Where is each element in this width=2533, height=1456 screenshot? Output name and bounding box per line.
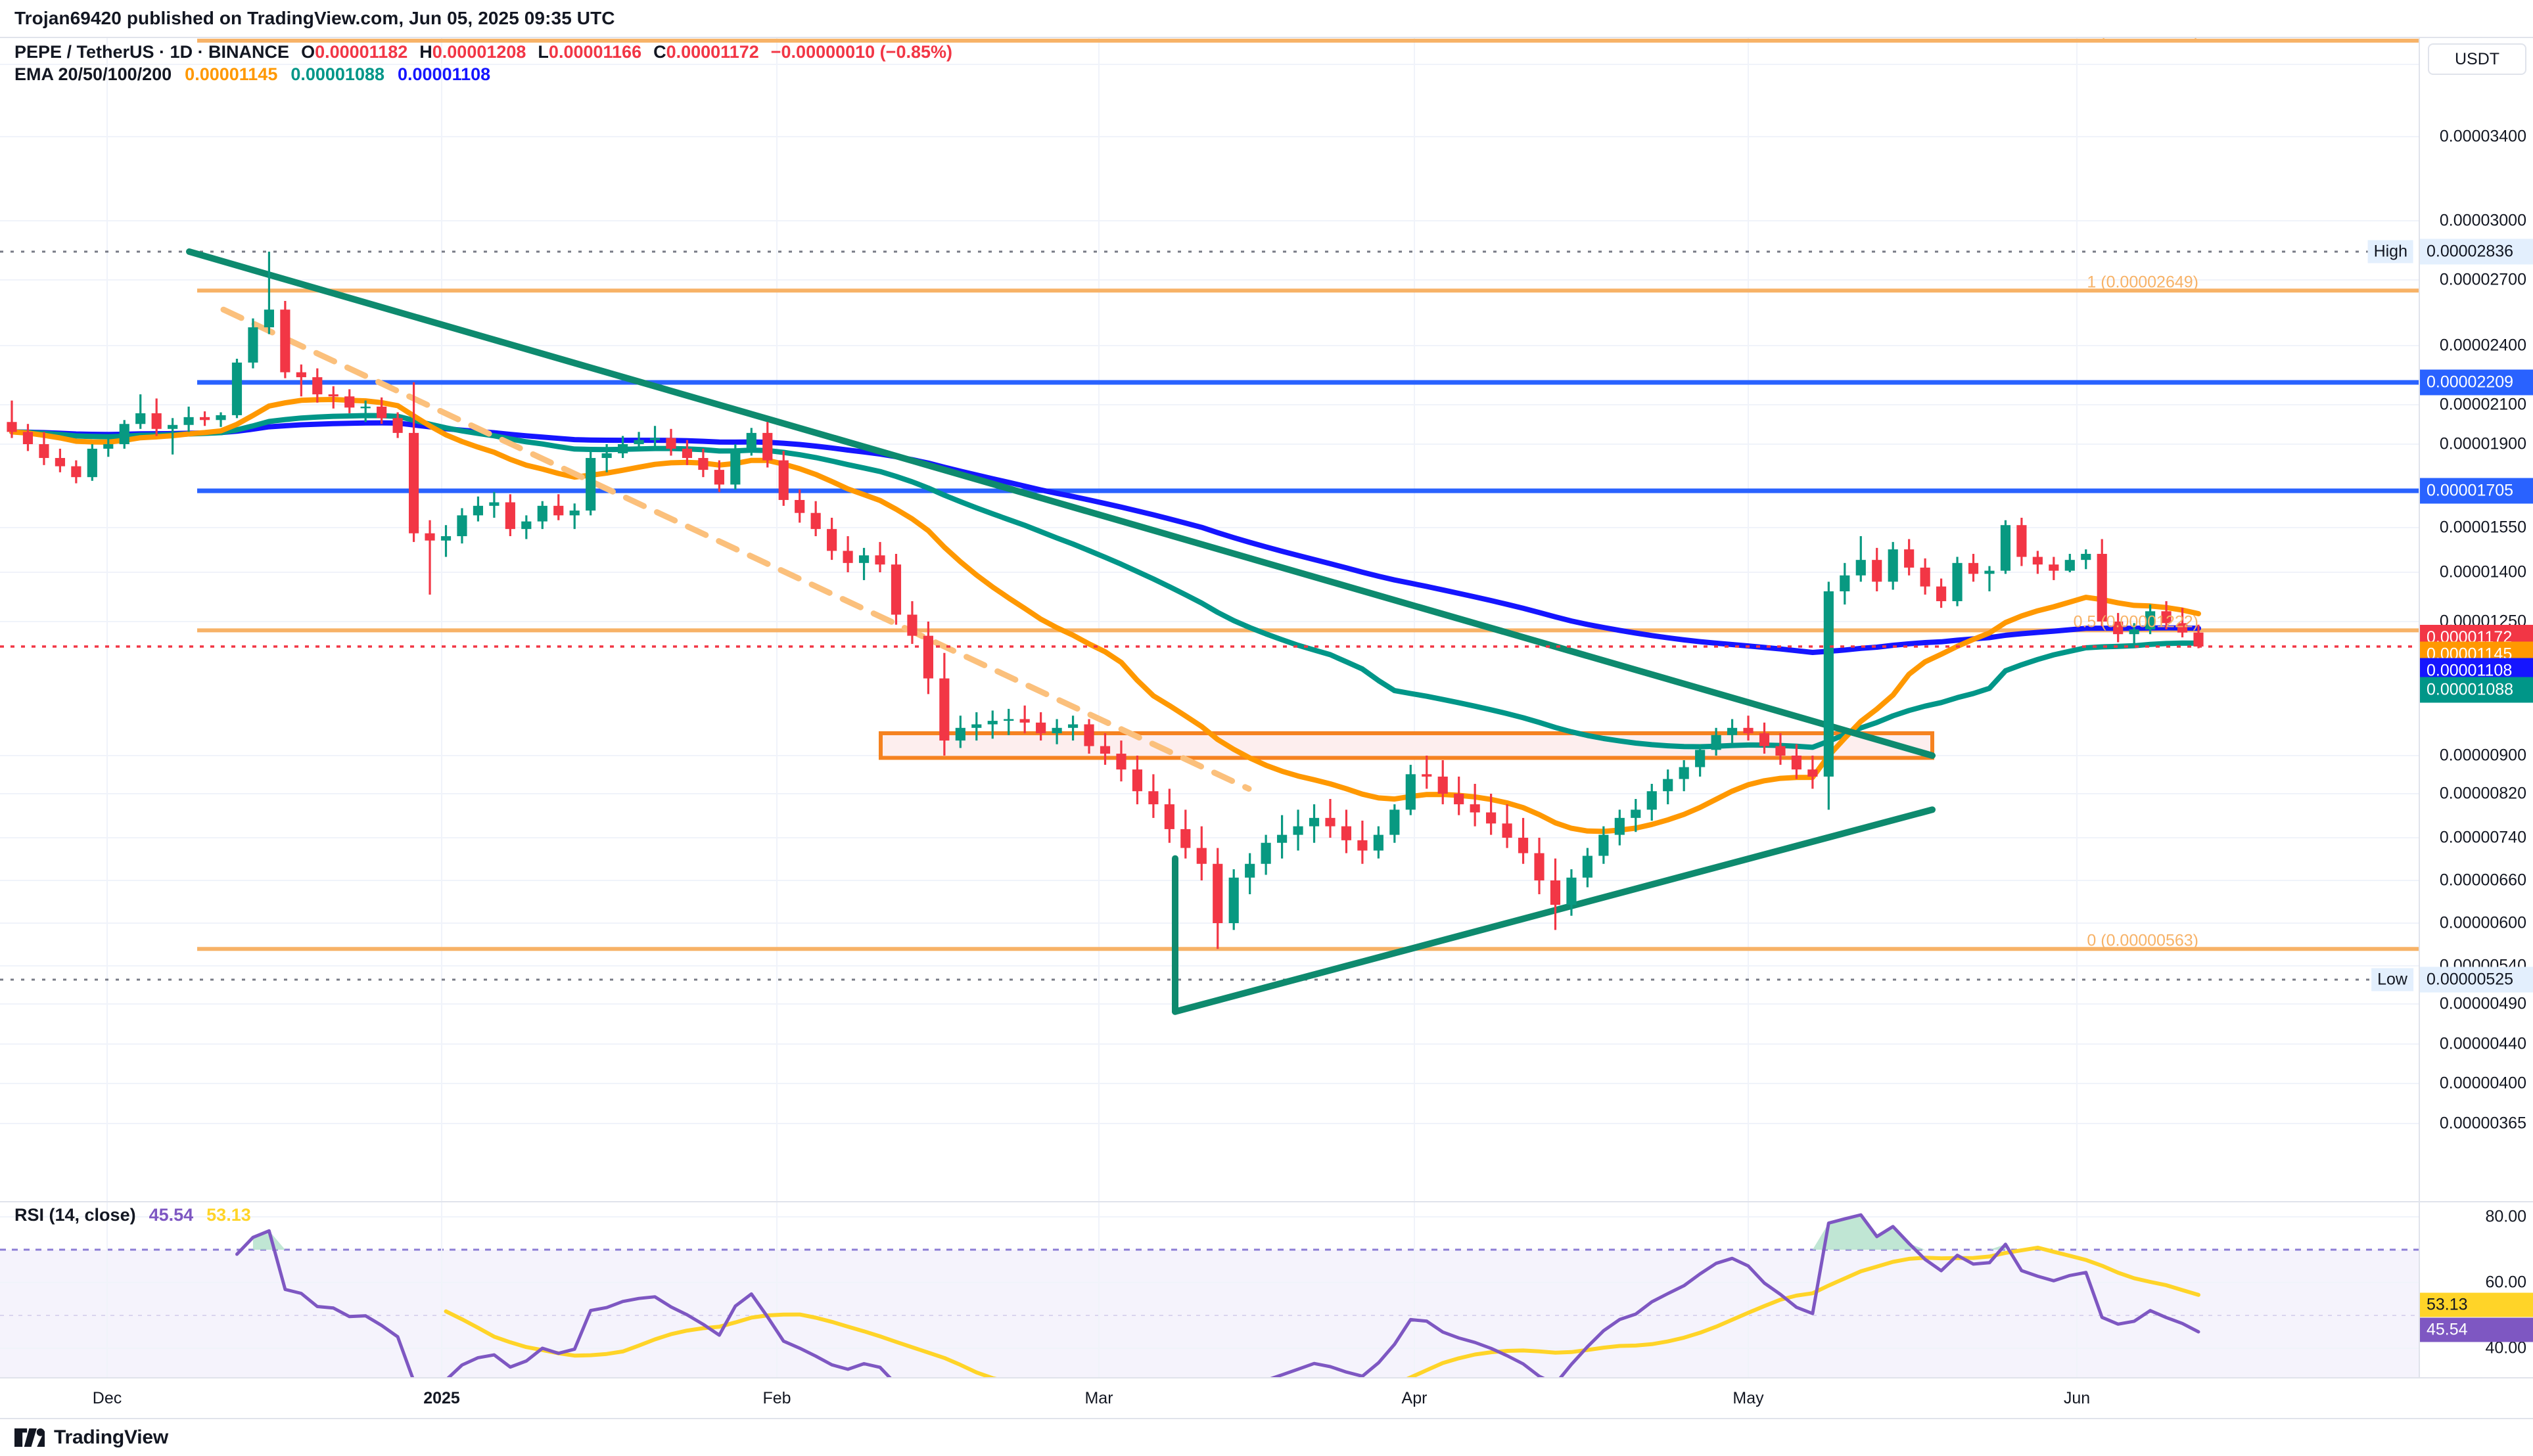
- rsi-scale[interactable]: 80.00 60.00 40.00 53.13 45.54: [2419, 1201, 2533, 1377]
- rsi-value: 45.54: [149, 1205, 194, 1225]
- price-tick: 0.00000740: [2439, 828, 2526, 847]
- fib-level-label: 1 (0.00002649): [2087, 273, 2198, 292]
- price-tick: 0.00000440: [2439, 1034, 2526, 1053]
- fib-level-label: 0.5 (0.00001222): [2073, 612, 2198, 631]
- price-tick: 0.00001400: [2439, 562, 2526, 581]
- symbol-ohlc-row: PEPE / TetherUS · 1D · BINANCE O0.000011…: [14, 42, 952, 64]
- resistance-price-label-1[interactable]: 0.00002209: [2420, 369, 2533, 396]
- rsi-ma-value: 53.13: [206, 1205, 251, 1225]
- low-price-label[interactable]: 0.00000525: [2420, 967, 2533, 993]
- high-marker-label: High: [2367, 240, 2413, 263]
- price-tick: 0.00002100: [2439, 395, 2526, 414]
- rsi-ma-price-label[interactable]: 53.13: [2420, 1292, 2533, 1317]
- ema-indicator-name[interactable]: EMA 20/50/100/200: [14, 64, 172, 84]
- time-scale[interactable]: Dec 2025 Feb Mar Apr May Jun: [0, 1377, 2533, 1418]
- price-tick: 0.00001550: [2439, 518, 2526, 537]
- attribution-bar: Trojan69420 published on TradingView.com…: [0, 0, 2533, 37]
- time-tick: Feb: [762, 1389, 791, 1407]
- tradingview-mark-icon: [14, 1428, 45, 1447]
- fib-level-label: 1.272 (0.00004036): [2055, 38, 2198, 42]
- price-tick: 0.00002400: [2439, 336, 2526, 355]
- ema20-value: 0.00001145: [185, 64, 278, 84]
- rsi-tick: 80.00: [2485, 1207, 2526, 1226]
- candlestick-chart: [0, 38, 2419, 1201]
- attribution-text: Trojan69420 published on TradingView.com…: [14, 8, 615, 28]
- ema50-value: 0.00001088: [290, 64, 384, 84]
- time-tick: Jun: [2063, 1389, 2091, 1407]
- price-tick: 0.00000600: [2439, 913, 2526, 932]
- price-tick: 0.00000365: [2439, 1114, 2526, 1133]
- low-marker-label: Low: [2371, 968, 2413, 991]
- rsi-value-price-label[interactable]: 45.54: [2420, 1317, 2533, 1342]
- resistance-price-label-2[interactable]: 0.00001705: [2420, 478, 2533, 504]
- high-price-label[interactable]: 0.00002836: [2420, 239, 2533, 265]
- ema-row: EMA 20/50/100/200 0.00001145 0.00001088 …: [14, 64, 952, 87]
- tradingview-logo[interactable]: TradingView: [14, 1426, 168, 1449]
- price-tick: 0.00000400: [2439, 1074, 2526, 1093]
- rsi-tick: 60.00: [2485, 1273, 2526, 1292]
- symbol-title[interactable]: PEPE / TetherUS · 1D · BINANCE: [14, 42, 290, 62]
- tradingview-wordmark: TradingView: [54, 1426, 168, 1448]
- price-tick: 0.00001900: [2439, 434, 2526, 453]
- chart-legend: PEPE / TetherUS · 1D · BINANCE O0.000011…: [14, 42, 952, 87]
- rsi-pane[interactable]: RSI (14, close) 45.54 53.13: [0, 1201, 2419, 1377]
- fib-level-label: 0 (0.00000563): [2087, 931, 2198, 950]
- time-tick: Apr: [1401, 1389, 1428, 1407]
- ema100-value: 0.00001108: [398, 64, 491, 84]
- low-value: L0.00001166: [538, 42, 642, 62]
- close-value: C0.00001172: [653, 42, 759, 62]
- rsi-legend: RSI (14, close) 45.54 53.13: [14, 1205, 251, 1225]
- change-value: −0.00000010 (−0.85%): [770, 42, 952, 62]
- price-tick: 0.00000660: [2439, 871, 2526, 890]
- price-tick: 0.00000900: [2439, 746, 2526, 765]
- price-chart-pane[interactable]: PEPE / TetherUS · 1D · BINANCE O0.000011…: [0, 38, 2419, 1201]
- price-scale[interactable]: USDT 0.000042000.000034000.000030000.000…: [2419, 38, 2533, 1201]
- price-tick: 0.00003000: [2439, 211, 2526, 230]
- ema50-price-label[interactable]: 0.00001088: [2420, 677, 2533, 703]
- time-tick: Dec: [92, 1389, 122, 1407]
- time-tick: May: [1732, 1389, 1764, 1407]
- price-tick: 0.00000490: [2439, 994, 2526, 1013]
- high-value: H0.00001208: [419, 42, 526, 62]
- open-value: O0.00001182: [301, 42, 408, 62]
- price-tick: 0.00002700: [2439, 270, 2526, 289]
- currency-badge[interactable]: USDT: [2428, 43, 2526, 75]
- rsi-chart: [0, 1202, 2419, 1377]
- footer-bar: TradingView: [0, 1418, 2533, 1456]
- price-tick: 0.00000820: [2439, 784, 2526, 803]
- time-tick: 2025: [423, 1389, 460, 1407]
- attribution-divider: [0, 37, 2533, 38]
- rsi-indicator-name[interactable]: RSI (14, close): [14, 1205, 136, 1225]
- time-tick: Mar: [1084, 1389, 1113, 1407]
- price-tick: 0.00003400: [2439, 127, 2526, 146]
